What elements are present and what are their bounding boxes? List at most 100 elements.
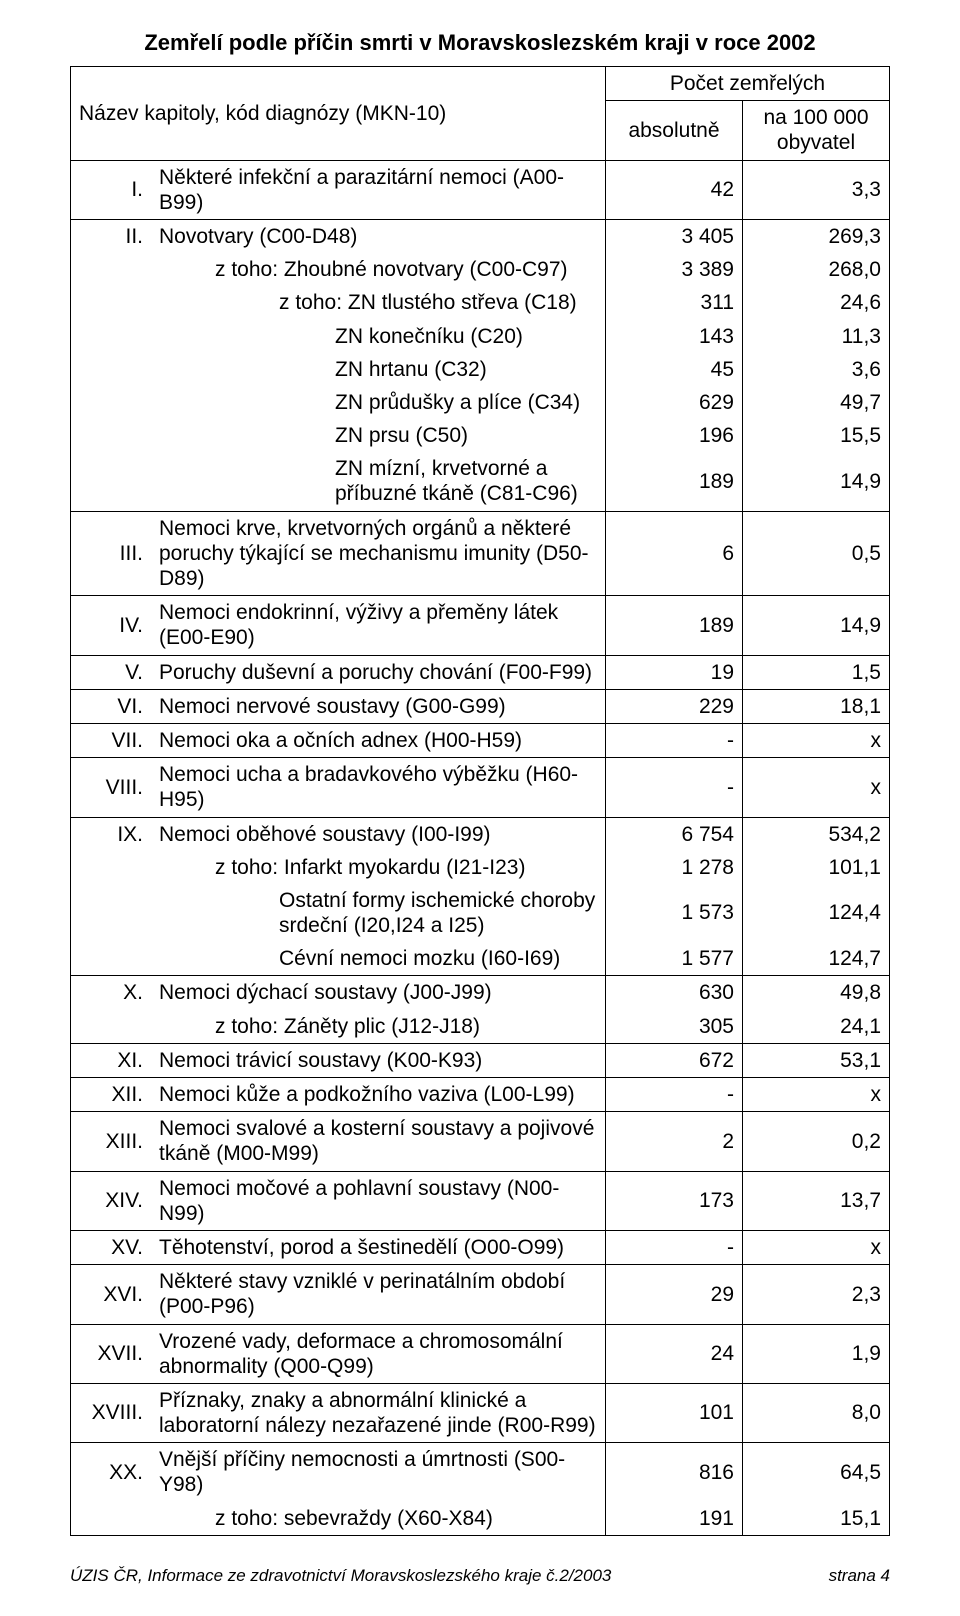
table-row: Cévní nemoci mozku (I60-I69)1 577124,7 [71, 942, 890, 976]
row-desc-text: ZN hrtanu (C32) [159, 357, 597, 382]
row-desc-text: Nemoci oka a očních adnex (H00-H59) [159, 728, 597, 753]
header-per: na 100 000 obyvatel [743, 101, 890, 160]
row-per: 24,6 [743, 286, 890, 319]
row-abs: 24 [606, 1324, 743, 1383]
table-row: XV.Těhotenství, porod a šestinedělí (O00… [71, 1230, 890, 1264]
table-row: I.Některé infekční a parazitární nemoci … [71, 160, 890, 219]
row-roman: XVIII. [71, 1383, 152, 1442]
row-roman: XX. [71, 1443, 152, 1502]
row-abs: 672 [606, 1043, 743, 1077]
row-desc-text: Nemoci dýchací soustavy (J00-J99) [159, 980, 597, 1005]
row-desc-text: Vrozené vady, deformace a chromosomální … [159, 1329, 597, 1379]
row-roman: V. [71, 655, 152, 689]
table-row: VIII.Nemoci ucha a bradavkového výběžku … [71, 758, 890, 817]
row-roman: XVI. [71, 1265, 152, 1324]
footer-right: strana 4 [829, 1566, 890, 1586]
row-per: 3,6 [743, 353, 890, 386]
row-desc-text: ZN konečníku (C20) [159, 324, 597, 349]
row-per: 15,1 [743, 1502, 890, 1536]
row-roman: IX. [71, 817, 152, 851]
row-per: 2,3 [743, 1265, 890, 1324]
row-roman: VIII. [71, 758, 152, 817]
row-per: 269,3 [743, 219, 890, 253]
row-desc: Těhotenství, porod a šestinedělí (O00-O9… [151, 1230, 606, 1264]
row-abs: - [606, 723, 743, 757]
row-abs: 189 [606, 596, 743, 655]
row-desc: Vnější příčiny nemocnosti a úmrtnosti (S… [151, 1443, 606, 1502]
table-row: VII. Nemoci oka a očních adnex (H00-H59)-… [71, 723, 890, 757]
row-desc: Nemoci krve, krvetvorných orgánů a někte… [151, 511, 606, 596]
row-roman: VI. [71, 689, 152, 723]
row-desc-text: Nemoci močové a pohlavní soustavy (N00-N… [159, 1176, 597, 1226]
row-abs: 42 [606, 160, 743, 219]
row-per: 0,2 [743, 1112, 890, 1171]
row-per: 24,1 [743, 1010, 890, 1044]
row-abs: 311 [606, 286, 743, 319]
table-row: z toho: Infarkt myokardu (I21-I23)1 2781… [71, 851, 890, 884]
row-abs: - [606, 1230, 743, 1264]
row-desc-text: z toho: Záněty plic (J12-J18) [159, 1014, 597, 1039]
table-row: XX.Vnější příčiny nemocnosti a úmrtnosti… [71, 1443, 890, 1502]
row-desc: z toho: Zhoubné novotvary (C00-C97) [151, 253, 606, 286]
row-desc-text: Poruchy duševní a poruchy chování (F00-F… [159, 660, 597, 685]
row-roman: XV. [71, 1230, 152, 1264]
row-desc: Nemoci dýchací soustavy (J00-J99) [151, 976, 606, 1010]
row-per: 15,5 [743, 419, 890, 452]
row-per: 11,3 [743, 320, 890, 353]
row-per: 0,5 [743, 511, 890, 596]
row-desc-text: Příznaky, znaky a abnormální klinické a … [159, 1388, 597, 1438]
row-abs: 101 [606, 1383, 743, 1442]
row-desc-text: Některé infekční a parazitární nemoci (A… [159, 165, 597, 215]
table-row: XI.Nemoci trávicí soustavy (K00-K93)6725… [71, 1043, 890, 1077]
row-abs: 3 389 [606, 253, 743, 286]
row-abs: 305 [606, 1010, 743, 1044]
row-per: 534,2 [743, 817, 890, 851]
row-per: 3,3 [743, 160, 890, 219]
header-desc: Název kapitoly, kód diagnózy (MKN-10) [71, 67, 606, 161]
row-desc-text: z toho: ZN tlustého střeva (C18) [159, 290, 597, 315]
table-row: z toho: Záněty plic (J12-J18) 30524,1 [71, 1010, 890, 1044]
row-roman [71, 253, 152, 286]
row-roman [71, 851, 152, 884]
footer-left: ÚZIS ČR, Informace ze zdravotnictví Mora… [70, 1566, 611, 1586]
row-abs: 630 [606, 976, 743, 1010]
row-desc-text: Nemoci endokrinní, výživy a přeměny láte… [159, 600, 597, 650]
row-roman: VII. [71, 723, 152, 757]
row-roman [71, 353, 152, 386]
deaths-table: Název kapitoly, kód diagnózy (MKN-10) Po… [70, 66, 890, 1536]
row-per: 124,4 [743, 884, 890, 942]
row-desc-text: Nemoci kůže a podkožního vaziva (L00-L99… [159, 1082, 597, 1107]
row-abs: 229 [606, 689, 743, 723]
table-row: z toho: sebevraždy (X60-X84)19115,1 [71, 1502, 890, 1536]
row-roman [71, 1502, 152, 1536]
row-abs: 189 [606, 452, 743, 511]
row-roman: XIII. [71, 1112, 152, 1171]
row-per: 8,0 [743, 1383, 890, 1442]
table-row: X.Nemoci dýchací soustavy (J00-J99)63049… [71, 976, 890, 1010]
row-roman [71, 452, 152, 511]
row-desc: Nemoci svalové a kosterní soustavy a poj… [151, 1112, 606, 1171]
table-row: II.Novotvary (C00-D48)3 405269,3 [71, 219, 890, 253]
row-desc-text: Nemoci svalové a kosterní soustavy a poj… [159, 1116, 597, 1166]
table-row: IV.Nemoci endokrinní, výživy a přeměny l… [71, 596, 890, 655]
row-desc: Nemoci močové a pohlavní soustavy (N00-N… [151, 1171, 606, 1230]
table-row: Ostatní formy ischemické choroby srdeční… [71, 884, 890, 942]
row-per: 268,0 [743, 253, 890, 286]
row-desc-text: z toho: sebevraždy (X60-X84) [159, 1506, 597, 1531]
row-per: 64,5 [743, 1443, 890, 1502]
row-desc: Některé infekční a parazitární nemoci (A… [151, 160, 606, 219]
row-per: 49,7 [743, 386, 890, 419]
row-per: 49,8 [743, 976, 890, 1010]
row-per: x [743, 723, 890, 757]
row-desc: Cévní nemoci mozku (I60-I69) [151, 942, 606, 976]
table-row: ZN průdušky a plíce (C34)62949,7 [71, 386, 890, 419]
row-desc: z toho: Infarkt myokardu (I21-I23) [151, 851, 606, 884]
row-abs: 629 [606, 386, 743, 419]
row-desc: ZN mízní, krvetvorné a příbuzné tkáně (C… [151, 452, 606, 511]
row-roman [71, 884, 152, 942]
row-abs: 2 [606, 1112, 743, 1171]
row-abs: 45 [606, 353, 743, 386]
table-row: ZN mízní, krvetvorné a příbuzné tkáně (C… [71, 452, 890, 511]
header-group: Počet zemřelých [606, 67, 890, 101]
row-abs: 1 577 [606, 942, 743, 976]
